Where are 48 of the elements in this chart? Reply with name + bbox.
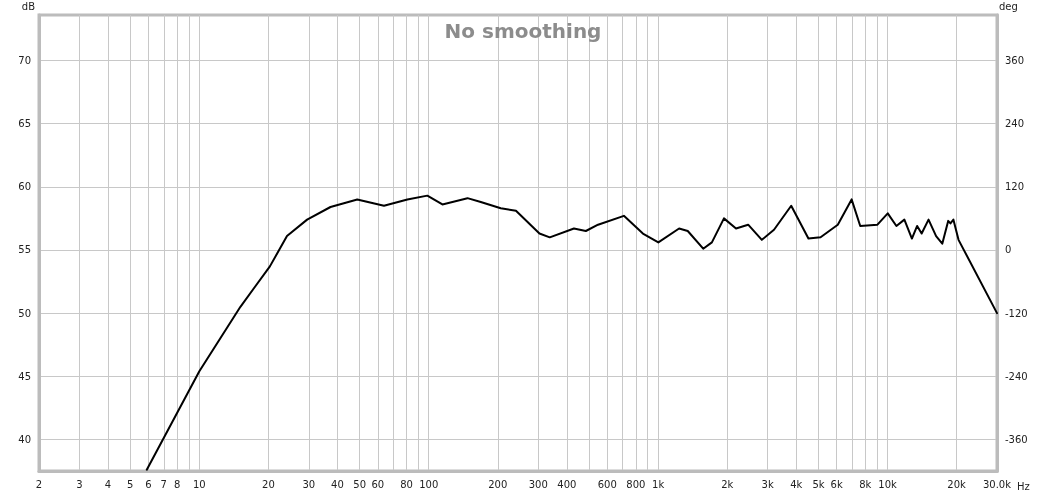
x-axis-title: Hz: [1016, 480, 1030, 492]
x-tick-label: 8: [173, 478, 181, 490]
x-tick-label: 6k: [830, 478, 843, 490]
x-tick-label: 7: [160, 478, 167, 490]
y2-tick-label: -240: [1005, 370, 1028, 382]
y-axis-title: dB: [21, 0, 36, 12]
x-tick-label: 60: [371, 478, 385, 490]
y2-axis-title: deg: [999, 0, 1018, 12]
x-tick-label: 400: [557, 478, 577, 490]
chart-title: No smoothing: [444, 19, 602, 43]
x-tick-label: 5k: [812, 478, 825, 490]
x-tick-label: 600: [597, 478, 617, 490]
x-tick-label: 2k: [721, 478, 734, 490]
x-tick-label: 6: [145, 478, 152, 490]
y-tick-label: 70: [18, 54, 31, 66]
y-tick-label: 40: [18, 433, 31, 445]
y2-tick-label: 360: [1005, 54, 1025, 66]
y-tick-label: 45: [18, 370, 31, 382]
x-tick-label: 3k: [761, 478, 774, 490]
x-tick-label: 100: [419, 478, 439, 490]
x-tick-label: 40: [331, 478, 344, 490]
x-tick-label: 300: [528, 478, 548, 490]
x-tick-label: 10k: [878, 478, 898, 490]
x-tick-label: 1k: [652, 478, 665, 490]
x-tick-label: 80: [400, 478, 413, 490]
y2-tick-label: 120: [1005, 181, 1025, 193]
x-tick-label: 20k: [947, 478, 967, 490]
x-tick-label: 30: [302, 478, 316, 490]
x-tick-label: 20: [262, 478, 275, 490]
x-tick-label: 8k: [859, 478, 872, 490]
x-tick-label: 50: [353, 478, 367, 490]
y2-tick-label: -360: [1005, 433, 1028, 445]
x-tick-label: 30.0k: [982, 478, 1012, 490]
x-tick-label: 4: [104, 478, 112, 490]
x-tick-label: 200: [488, 478, 508, 490]
y-tick-label: 55: [18, 244, 31, 256]
y-tick-label: 60: [18, 181, 31, 193]
y2-tick-label: 240: [1005, 118, 1025, 130]
y2-tick-label: -120: [1005, 307, 1028, 319]
y-tick-label: 50: [18, 307, 31, 319]
x-tick-label: 4k: [790, 478, 803, 490]
y-tick-label: 65: [18, 118, 31, 130]
x-tick-label: 2: [35, 478, 43, 490]
y2-tick-label: 0: [1005, 244, 1012, 256]
x-tick-label: 800: [626, 478, 646, 490]
x-tick-label: 3: [76, 478, 83, 490]
x-tick-label: 10: [192, 478, 206, 490]
x-tick-label: 5: [127, 478, 134, 490]
